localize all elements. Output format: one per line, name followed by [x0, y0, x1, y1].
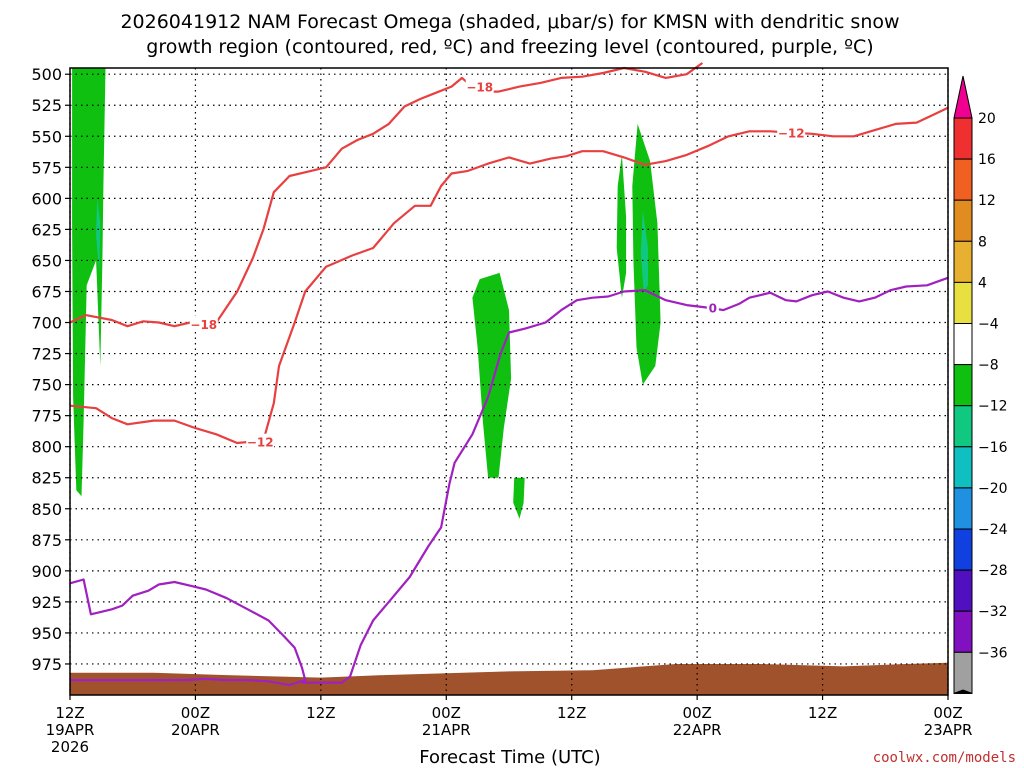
contour-label-4: 0 [709, 302, 717, 316]
x-tick-label: 12Z [808, 704, 837, 722]
y-tick-label: 850 [31, 500, 62, 519]
colorbar: 20 16 12 8 4 −4 −8 −12 −16 −20 −24 −28 −32 −36 [953, 75, 1008, 694]
y-tick-label: 975 [31, 655, 62, 674]
colorbar-label: −32 [978, 604, 1008, 620]
plot-border [69, 67, 949, 696]
colorbar-segment [953, 323, 973, 366]
colorbar-label: −24 [978, 522, 1008, 538]
omega-region-4 [616, 154, 627, 298]
x-tick-label: 21APR [422, 721, 471, 739]
x-tick-label: 00Z [432, 704, 461, 722]
colorbar-segment [953, 281, 973, 324]
chart-title-line2: growth region (contoured, red, ºC) and f… [146, 36, 873, 58]
contour-label-bg [777, 124, 806, 140]
colorbar-segment [953, 487, 973, 530]
contour-label-2: −12 [247, 436, 274, 450]
omega-region-6 [640, 210, 648, 292]
x-tick-label: 19APR [46, 721, 95, 739]
credit-text: coolwx.com/models [873, 750, 1016, 766]
colorbar-segment [953, 446, 973, 489]
colorbar-label: −16 [978, 440, 1008, 456]
x-tick-label: 12Z [557, 704, 586, 722]
y-tick-label: 900 [31, 562, 62, 581]
colorbar-label: −36 [978, 645, 1008, 661]
y-tick-label: 750 [31, 376, 62, 395]
x-tick-label: 12Z [306, 704, 335, 722]
x-tick-label: 00Z [682, 704, 711, 722]
contour-labels: −18 −18 −12 −12 0 [189, 78, 806, 450]
y-tick-label: 825 [31, 469, 62, 488]
y-tick-label: 500 [31, 65, 62, 84]
colorbar-top-arrow [953, 75, 973, 119]
y-tick-label: 775 [31, 407, 62, 426]
contour-label-0: −18 [466, 81, 493, 95]
x-tick-label: 20APR [171, 721, 220, 739]
contour-label-3: −12 [778, 127, 805, 141]
contour-label-1: −18 [190, 318, 217, 332]
colorbar-label: 4 [978, 275, 987, 291]
x-axis-label: Forecast Time (UTC) [419, 747, 600, 768]
colorbar-label: −8 [978, 358, 999, 374]
contour-line-2 [69, 578, 307, 687]
terrain-fill [70, 662, 948, 695]
colorbar-bottom-arrow [953, 689, 973, 694]
y-tick-label: 675 [31, 282, 62, 301]
colorbar-segment [953, 405, 973, 448]
colorbar-label: 20 [978, 111, 996, 127]
colorbar-label: −4 [978, 317, 999, 333]
y-tick-label: 950 [31, 624, 62, 643]
colorbar-segment [953, 569, 973, 612]
omega-region-0 [72, 68, 106, 497]
omega-region-2 [472, 272, 512, 478]
y-tick-label: 700 [31, 314, 62, 333]
x-tick-label: 12Z [55, 704, 84, 722]
y-tick-label: 650 [31, 251, 62, 270]
colorbar-segment [953, 158, 973, 201]
y-tick-label: 925 [31, 593, 62, 612]
colorbar-segment [953, 610, 973, 653]
colorbar-label: 8 [978, 234, 987, 250]
contour-label-bg [246, 433, 275, 449]
colorbar-segment [953, 117, 973, 160]
y-tick-label: 625 [31, 220, 62, 239]
colorbar-label: −28 [978, 563, 1008, 579]
contour-label-bg [706, 299, 719, 315]
x-tick-label: 00Z [181, 704, 210, 722]
omega-shading [72, 68, 661, 519]
contour-line-0 [69, 62, 704, 328]
contour-label-bg [465, 78, 494, 94]
colorbar-label: −12 [978, 399, 1008, 415]
colorbar-segment [953, 651, 973, 694]
x-tick-label: 23APR [924, 721, 973, 739]
y-tick-label: 600 [31, 189, 62, 208]
y-tick-label: 875 [31, 531, 62, 550]
terrain-polygon [70, 662, 948, 695]
omega-region-1 [96, 198, 101, 273]
y-tick-label: 575 [31, 158, 62, 177]
colorbar-label: −20 [978, 481, 1008, 497]
colorbar-segment [953, 240, 973, 283]
plot-frame [69, 67, 949, 696]
colorbar-label: 16 [978, 152, 996, 168]
y-tick-label: 725 [31, 345, 62, 364]
colorbar-label: 12 [978, 193, 996, 209]
y-tick-label: 800 [31, 438, 62, 457]
contour-line-3 [302, 276, 949, 684]
colorbar-segment [953, 528, 973, 571]
contour-label-bg [189, 315, 218, 331]
y-tick-label: 525 [31, 96, 62, 115]
y-axis-ticks: 500 525 550 575 600 625 650 675 700 725 750 775 800 8… [31, 65, 70, 674]
colorbar-segment [953, 364, 973, 407]
x-tick-label: 00Z [933, 704, 962, 722]
x-tick-label: 22APR [673, 721, 722, 739]
colorbar-segment [953, 199, 973, 242]
y-tick-label: 550 [31, 127, 62, 146]
x-tick-label: 2026 [51, 738, 89, 756]
chart-title-line1: 2026041912 NAM Forecast Omega (shaded, μ… [120, 11, 899, 33]
